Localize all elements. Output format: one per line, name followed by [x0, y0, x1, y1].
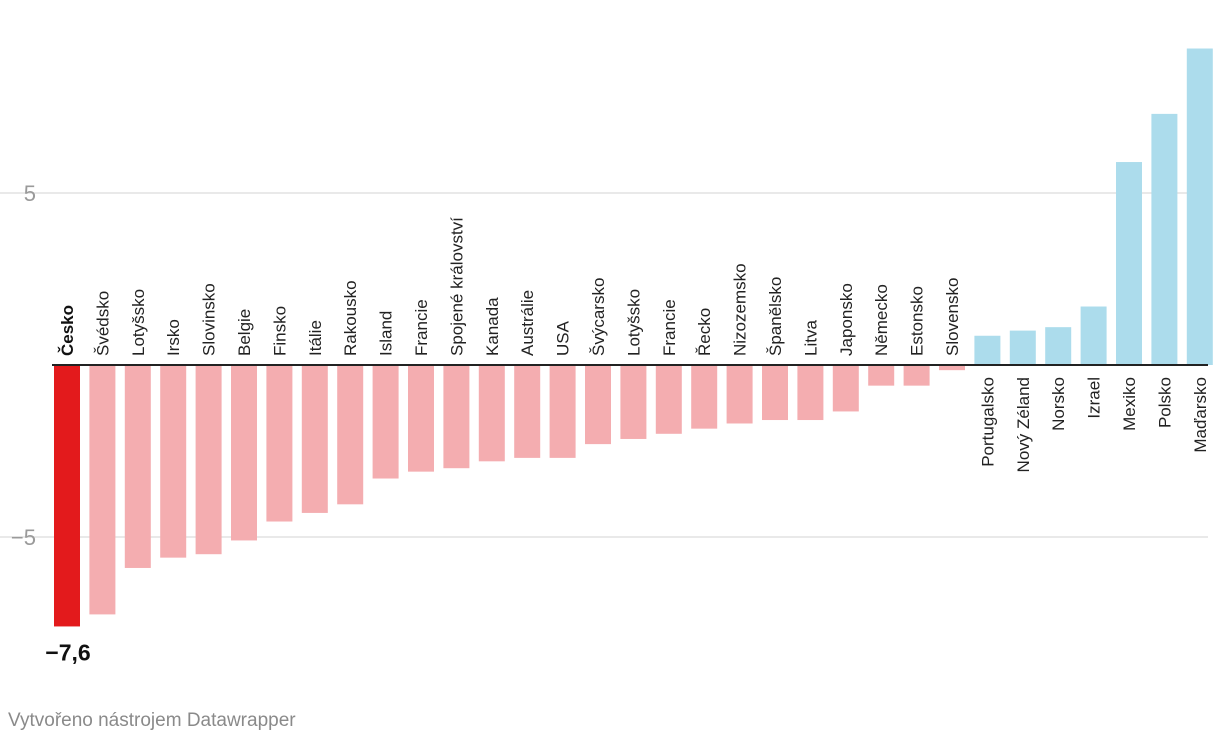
- y-tick-label: 5: [24, 181, 36, 206]
- bar: [124, 365, 151, 568]
- category-label: Austrálie: [518, 290, 537, 356]
- category-label: Island: [377, 311, 396, 356]
- category-label: Maďarsko: [1191, 377, 1210, 453]
- category-label: Itálie: [306, 320, 325, 356]
- bar: [1116, 162, 1142, 365]
- category-label: Švýcarsko: [589, 278, 608, 356]
- bar: [195, 365, 222, 555]
- bar: [89, 365, 116, 615]
- bar: [1080, 306, 1107, 365]
- bar: [655, 365, 682, 434]
- bar: [54, 365, 80, 627]
- category-label: Španělsko: [766, 277, 785, 356]
- category-label: Lotyšsko: [129, 289, 148, 356]
- category-label: Nový Zéland: [1014, 377, 1033, 472]
- bar: [1151, 113, 1178, 365]
- bar: [443, 365, 470, 469]
- bar: [585, 365, 611, 445]
- category-label: Slovinsko: [200, 283, 219, 356]
- category-label: Kanada: [483, 297, 502, 356]
- category-label: Japonsko: [837, 283, 856, 356]
- category-label: Lotyšsko: [624, 289, 643, 356]
- category-label: USA: [554, 320, 573, 356]
- bar: [726, 365, 753, 424]
- bar: [1045, 327, 1072, 365]
- bar: [691, 365, 718, 429]
- category-label: Nizozemsko: [731, 263, 750, 356]
- bar: [868, 365, 895, 386]
- bar: [514, 365, 541, 458]
- bar: [337, 365, 364, 505]
- bar: [762, 365, 788, 421]
- bar: [301, 365, 328, 513]
- bar: [408, 365, 434, 472]
- category-label: Rakousko: [341, 280, 360, 356]
- bar: [372, 365, 399, 479]
- category-label: Francie: [660, 299, 679, 356]
- bar: [974, 335, 1001, 365]
- bar: [797, 365, 824, 421]
- category-label: Mexiko: [1120, 377, 1139, 431]
- bar: [1009, 330, 1036, 365]
- bar: [549, 365, 576, 458]
- category-label: Česko: [58, 305, 77, 356]
- y-tick-label: −5: [11, 525, 36, 550]
- bar: [939, 365, 965, 371]
- bar: [832, 365, 859, 412]
- category-label: Francie: [412, 299, 431, 356]
- category-label: Norsko: [1049, 377, 1068, 431]
- category-label: Finsko: [270, 306, 289, 356]
- category-label: Řecko: [695, 308, 714, 356]
- category-label: Slovensko: [943, 278, 962, 356]
- category-label: Švédsko: [93, 291, 112, 356]
- category-label: Estonsko: [908, 286, 927, 356]
- footer-credit: Vytvořeno nástrojem Datawrapper: [8, 710, 296, 731]
- bar: [231, 365, 257, 541]
- bar: [160, 365, 187, 558]
- category-label: Portugalsko: [978, 377, 997, 467]
- category-label: Izrael: [1085, 377, 1104, 419]
- bar: [620, 365, 647, 439]
- category-label: Belgie: [235, 309, 254, 356]
- category-label: Irsko: [164, 319, 183, 356]
- data-label: −7,6: [45, 639, 90, 665]
- bar: [1186, 48, 1213, 366]
- category-label: Polsko: [1155, 377, 1174, 428]
- bar: [478, 365, 505, 462]
- category-label: Spojené království: [447, 217, 466, 356]
- bar: [266, 365, 293, 522]
- bar: [903, 365, 930, 386]
- category-label: Německo: [872, 284, 891, 356]
- category-label: Litva: [801, 320, 820, 356]
